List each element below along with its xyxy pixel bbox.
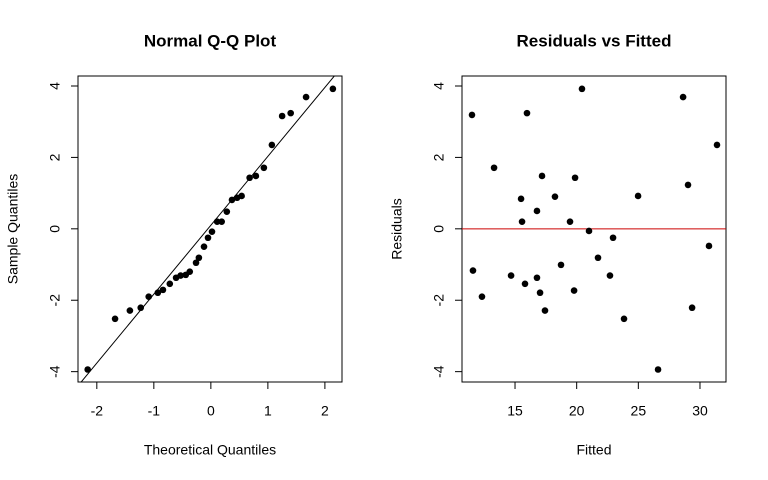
plot-frame <box>77 75 343 383</box>
x-tick-label: 0 <box>207 403 215 419</box>
y-tick-label: -2 <box>47 294 63 307</box>
point <box>518 218 526 225</box>
point <box>654 366 662 373</box>
y-tick-label: 0 <box>431 225 447 233</box>
point <box>478 293 486 300</box>
chart-title: Residuals vs Fitted <box>517 31 672 50</box>
point <box>186 268 194 275</box>
point <box>538 172 546 180</box>
point <box>200 243 208 250</box>
point <box>585 227 593 235</box>
point <box>679 93 687 101</box>
point <box>154 289 162 297</box>
point <box>192 259 200 267</box>
point <box>218 218 225 225</box>
point <box>571 174 579 182</box>
point <box>566 218 574 225</box>
point <box>533 207 541 215</box>
point <box>468 111 476 119</box>
x-tick-label: -2 <box>91 403 104 419</box>
x-tick-label: 15 <box>507 403 523 419</box>
point <box>252 172 260 180</box>
point <box>223 208 231 215</box>
point <box>557 261 565 269</box>
point <box>705 242 713 250</box>
point <box>536 289 544 297</box>
point <box>159 286 167 294</box>
point <box>177 272 184 279</box>
point <box>521 280 529 288</box>
point <box>238 192 245 200</box>
point <box>551 193 559 200</box>
point <box>287 109 294 117</box>
x-tick-label: 1 <box>264 403 272 419</box>
y-tick-label: 0 <box>47 225 63 233</box>
point <box>469 267 477 274</box>
point <box>609 234 617 242</box>
y-axis-label: Residuals <box>389 198 405 259</box>
point <box>578 85 586 93</box>
x-tick-label: 2 <box>321 403 329 419</box>
x-tick-label: 25 <box>631 403 647 419</box>
point <box>126 307 134 314</box>
point <box>260 164 268 172</box>
y-tick-label: 2 <box>431 153 447 161</box>
chart-title: Normal Q-Q Plot <box>144 31 277 50</box>
point <box>517 195 525 203</box>
x-axis-label: Fitted <box>576 442 611 458</box>
y-tick-label: -4 <box>431 365 447 378</box>
y-tick-label: 4 <box>431 82 447 90</box>
y-tick-label: -4 <box>47 365 63 378</box>
y-tick-label: -2 <box>431 294 447 307</box>
point <box>213 218 221 225</box>
x-tick-label: -1 <box>148 403 161 419</box>
point <box>684 181 692 189</box>
point <box>278 112 286 120</box>
y-axis-label: Sample Quantiles <box>5 174 21 285</box>
point <box>533 274 541 282</box>
point <box>713 141 721 149</box>
point <box>111 315 119 323</box>
point <box>208 228 216 235</box>
point <box>329 85 337 93</box>
point <box>246 174 253 182</box>
point <box>634 192 642 200</box>
point <box>688 304 696 312</box>
point <box>594 254 602 262</box>
point <box>84 366 91 373</box>
point <box>620 315 628 323</box>
x-tick-label: 20 <box>569 403 585 419</box>
x-axis-label: Theoretical Quantiles <box>144 442 276 458</box>
point <box>166 280 174 288</box>
point <box>195 254 203 262</box>
point <box>507 272 515 279</box>
point <box>302 93 310 101</box>
point <box>541 307 549 314</box>
x-tick-label: 30 <box>692 403 708 419</box>
y-tick-label: 2 <box>47 153 63 161</box>
point <box>145 293 153 300</box>
y-tick-label: 4 <box>47 82 63 90</box>
point <box>268 141 276 149</box>
point <box>204 234 212 242</box>
point <box>570 287 578 294</box>
point <box>606 272 614 279</box>
reference-line <box>80 76 335 382</box>
point <box>228 196 236 204</box>
point <box>523 109 531 117</box>
point <box>137 304 145 312</box>
point <box>490 164 498 172</box>
